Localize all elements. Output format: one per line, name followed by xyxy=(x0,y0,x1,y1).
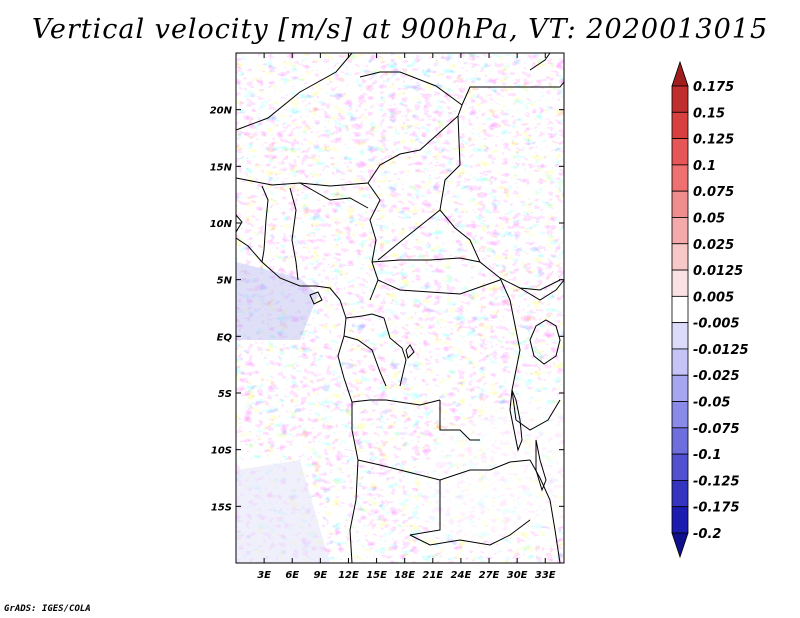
map-frame xyxy=(235,52,565,564)
lon-tick-label: 33E xyxy=(535,570,556,581)
border-gabon-north xyxy=(345,313,385,319)
lakes xyxy=(309,291,561,492)
border-gabon-congo xyxy=(343,335,387,387)
colorbar-swatch xyxy=(671,401,689,429)
colorbar-label: -0.175 xyxy=(693,501,740,516)
colorbar-swatch xyxy=(671,269,689,297)
colorbar-label: 0.075 xyxy=(693,185,734,200)
lon-tick-label: 21E xyxy=(422,570,443,581)
colorbar-swatch xyxy=(671,480,689,508)
smooth-field-southwest xyxy=(236,460,330,563)
border-mali-ghana xyxy=(261,185,269,263)
border-sinai xyxy=(529,53,551,71)
colorbar-label: 0.15 xyxy=(693,106,725,121)
colorbar-swatch xyxy=(671,85,689,113)
map-title: Vertical velocity [m/s] at 900hPa, VT: 2… xyxy=(31,14,769,45)
lat-tick-label: 20N xyxy=(210,106,233,117)
colorbar-swatch xyxy=(671,111,689,139)
colorbar-label: -0.075 xyxy=(693,422,740,437)
border-car-south xyxy=(377,279,501,295)
lat-tick-label: 10N xyxy=(210,219,233,230)
lon-tick-label: 15E xyxy=(366,570,387,581)
colorbar: 0.175 0.15 0.125 0.1 0.075 0.05 0.025 0.0125 0.0… xyxy=(671,60,749,559)
lon-tick-label: 6E xyxy=(285,570,299,581)
colorbar-swatch xyxy=(671,322,689,350)
colorbar-swatch xyxy=(671,453,689,481)
colorbar-label: 0.05 xyxy=(693,211,725,226)
west-coastline xyxy=(236,237,359,563)
border-burkina xyxy=(299,182,369,209)
colorbar-label: 0.005 xyxy=(693,290,734,305)
lon-tick-label: 30E xyxy=(507,570,528,581)
border-n1 xyxy=(236,53,353,131)
border-car-north xyxy=(371,257,481,263)
colorbar-bottom-arrow xyxy=(671,532,689,559)
colorbar-label: 0.1 xyxy=(693,159,716,174)
lon-tick-label: 24E xyxy=(451,570,472,581)
colorbar-swatch xyxy=(671,374,689,402)
lon-tick-label: 18E xyxy=(394,570,415,581)
colorbar-swatch xyxy=(671,190,689,218)
border-libya-egypt xyxy=(461,81,564,106)
border-drc-angola-n xyxy=(351,399,441,406)
colorbar-label: -0.005 xyxy=(693,317,740,332)
colorbar-swatch xyxy=(671,243,689,271)
colorbar-top-arrow xyxy=(671,60,689,87)
colorbar-label: -0.1 xyxy=(693,448,721,463)
bioko-island xyxy=(309,291,323,305)
smooth-field-south xyxy=(420,400,564,545)
lake-kivu xyxy=(405,344,415,359)
lon-tick-label: 12E xyxy=(338,570,359,581)
colorbar-swatch xyxy=(671,348,689,376)
colorbar-swatch xyxy=(671,138,689,166)
colorbar-label: -0.025 xyxy=(693,369,740,384)
lat-tick-label: 15N xyxy=(210,162,233,173)
gulf-of-guinea-field xyxy=(236,262,318,340)
border-chad-car xyxy=(377,209,441,261)
lake-tanganyika xyxy=(509,389,523,452)
colorbar-swatch xyxy=(671,506,689,534)
lat-tick-label: 5N xyxy=(217,276,233,287)
lat-tick-label: 5S xyxy=(218,389,232,400)
credit-text: GrADS: IGES/COLA xyxy=(4,604,91,614)
lon-tick-label: 9E xyxy=(313,570,327,581)
colorbar-label: 0.175 xyxy=(693,80,734,95)
lat-tick-label: 10S xyxy=(211,446,232,457)
border-sudan xyxy=(439,115,561,291)
country-borders xyxy=(236,53,564,563)
map-field xyxy=(236,53,564,563)
guinea-coast xyxy=(236,214,243,233)
colorbar-label: -0.2 xyxy=(693,527,721,542)
colorbar-swatch xyxy=(671,217,689,245)
colorbar-swatch xyxy=(671,164,689,192)
border-namibia-botswana xyxy=(409,519,531,546)
lat-tick-label: EQ xyxy=(217,332,233,343)
colorbar-swatch xyxy=(671,295,689,324)
lon-tick-label: 27E xyxy=(479,570,500,581)
border-angola-south xyxy=(357,459,441,536)
longitude-axis: 3E 6E 9E 12E 15E 18E 21E 24E 27E 30E 33E xyxy=(257,53,556,581)
border-zambia xyxy=(439,459,531,481)
colorbar-label: 0.025 xyxy=(693,238,734,253)
colorbar-label: 0.125 xyxy=(693,133,734,148)
border-niger-chad xyxy=(359,71,463,184)
colorbar-label: 0.0125 xyxy=(693,264,743,279)
lon-tick-label: 3E xyxy=(257,570,271,581)
colorbar-label: -0.0125 xyxy=(693,343,749,358)
lake-malawi xyxy=(535,439,547,492)
colorbar-label: -0.05 xyxy=(693,396,730,411)
border-togo xyxy=(289,187,299,281)
border-uganda-kenya xyxy=(519,279,564,301)
border-congo xyxy=(383,317,407,387)
latitude-axis: 20N 15N 10N 5N EQ 5S 10S 15S xyxy=(210,106,564,513)
border-tanzania xyxy=(515,399,561,431)
lake-victoria xyxy=(529,319,561,365)
colorbar-label: -0.125 xyxy=(693,474,740,489)
colorbar-swatch xyxy=(671,427,689,455)
lat-tick-label: 15S xyxy=(211,502,232,513)
border-angola-east xyxy=(439,400,480,441)
